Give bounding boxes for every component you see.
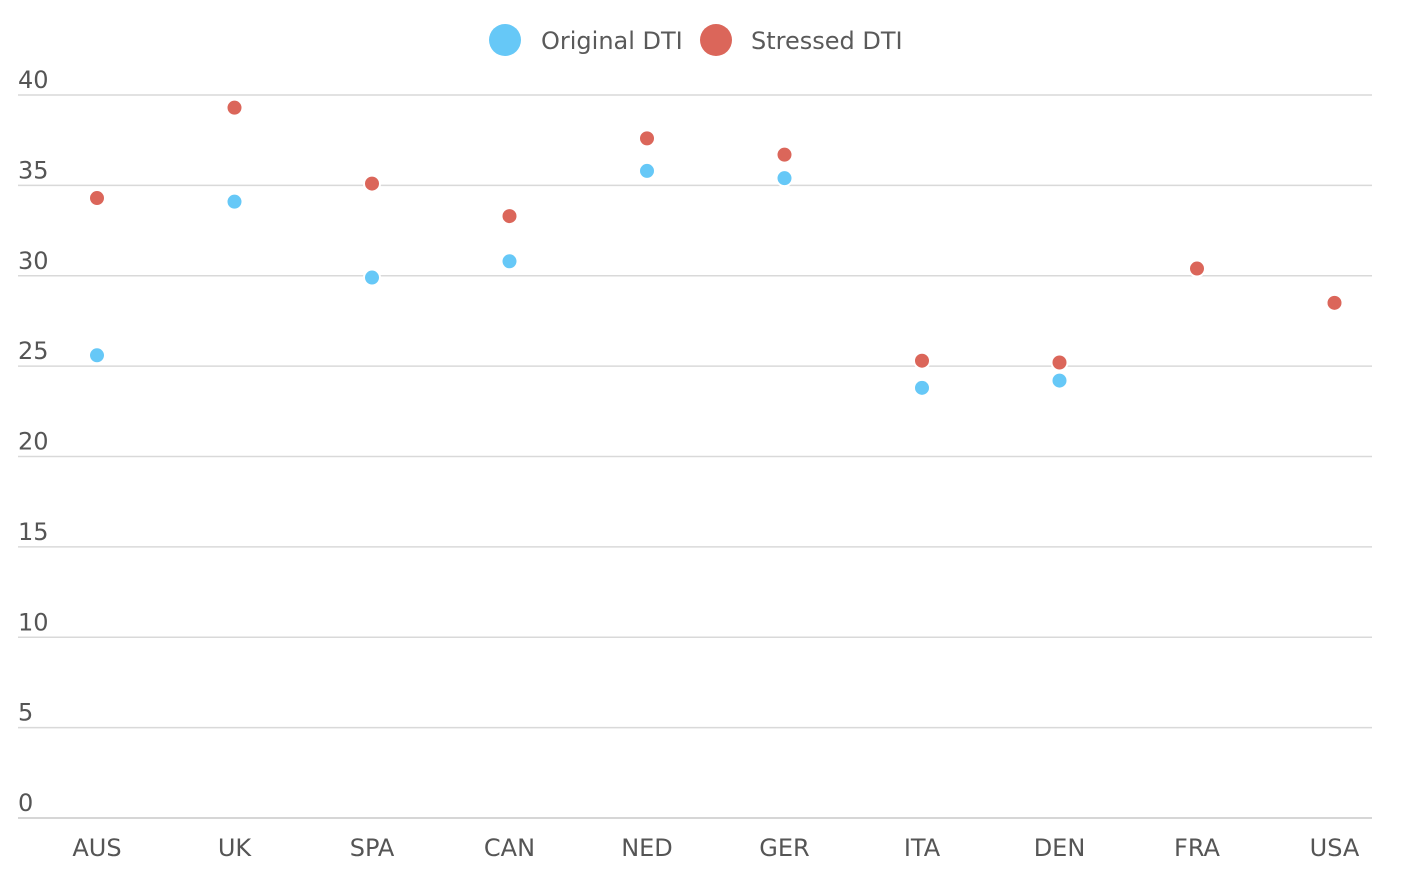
y-tick-label: 35: [18, 156, 49, 184]
legend-swatch-original-dti: [489, 24, 521, 56]
point-stressed-dti-can[interactable]: [500, 207, 519, 226]
y-tick-label: 40: [18, 66, 49, 94]
point-stressed-dti-uk[interactable]: [225, 98, 244, 117]
point-stressed-dti-ger[interactable]: [775, 145, 794, 164]
y-tick-label: 20: [18, 428, 49, 456]
y-tick-label: 5: [18, 699, 33, 727]
x-tick-label-fra: FRA: [1174, 834, 1221, 862]
point-stressed-dti-aus[interactable]: [88, 189, 106, 208]
point-original-dti-can[interactable]: [500, 252, 519, 271]
x-axis-ticks: AUS UK SPA CAN NED GER ITA DEN FRA USA: [72, 834, 1360, 862]
point-stressed-dti-den[interactable]: [1050, 353, 1069, 372]
y-tick-label: 25: [18, 337, 49, 365]
x-tick-label-aus: AUS: [72, 834, 121, 862]
legend: Original DTI Stressed DTI: [489, 24, 903, 56]
point-original-dti-aus[interactable]: [88, 346, 106, 365]
x-tick-label-spa: SPA: [350, 834, 395, 862]
x-tick-label-ita: ITA: [904, 834, 941, 862]
point-original-dti-ned[interactable]: [638, 161, 656, 180]
x-tick-label-ger: GER: [759, 834, 809, 862]
point-original-dti-uk[interactable]: [225, 192, 244, 211]
legend-label-original-dti: Original DTI: [541, 27, 683, 55]
x-tick-label-can: CAN: [484, 834, 535, 862]
legend-swatch-stressed-dti: [700, 24, 732, 56]
x-tick-label-den: DEN: [1034, 834, 1086, 862]
x-tick-label-usa: USA: [1310, 834, 1360, 862]
point-stressed-dti-fra[interactable]: [1188, 259, 1206, 278]
point-stressed-dti-spa[interactable]: [363, 174, 381, 193]
point-original-dti-spa[interactable]: [363, 268, 381, 287]
data-points: [88, 98, 1344, 397]
point-original-dti-den[interactable]: [1050, 371, 1069, 390]
point-stressed-dti-ita[interactable]: [913, 351, 931, 370]
x-tick-label-uk: UK: [218, 834, 253, 862]
y-tick-label: 0: [18, 789, 33, 817]
y-axis-ticks: 0 5 10 15 20 25 30 35 40: [18, 66, 49, 817]
gridlines: [18, 94, 1372, 819]
point-original-dti-ger[interactable]: [775, 169, 794, 188]
point-stressed-dti-ned[interactable]: [638, 129, 656, 148]
point-stressed-dti-usa[interactable]: [1325, 293, 1344, 312]
y-tick-label: 15: [18, 518, 49, 546]
y-tick-label: 10: [18, 608, 49, 636]
legend-label-stressed-dti: Stressed DTI: [751, 27, 903, 55]
point-original-dti-ita[interactable]: [913, 378, 931, 397]
x-tick-label-ned: NED: [621, 834, 673, 862]
y-tick-label: 30: [18, 247, 49, 275]
